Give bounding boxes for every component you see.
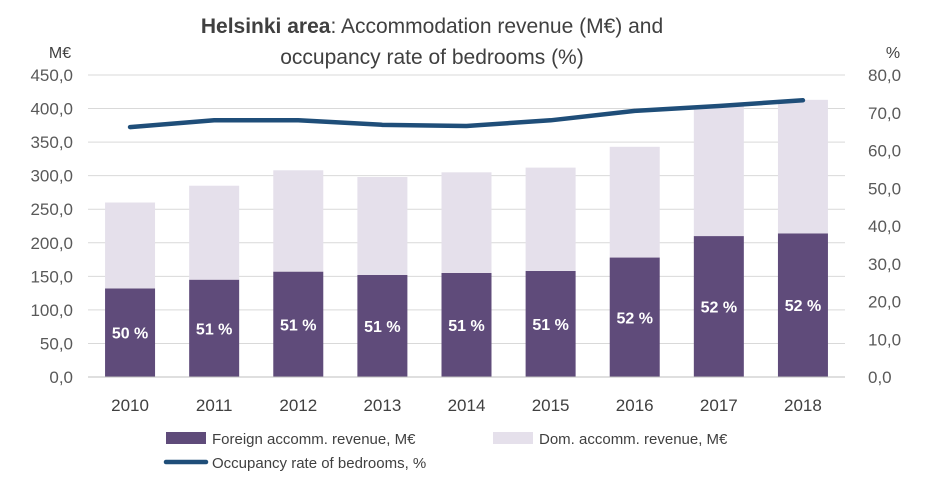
bar-data-label: 51 %	[280, 317, 316, 334]
bar-data-label: 51 %	[448, 318, 484, 335]
left-axis-tick-label: 200,0	[30, 234, 73, 253]
right-axis-tick-label: 80,0	[868, 66, 901, 85]
bar-foreign-revenue	[105, 288, 156, 377]
bar-foreign-revenue	[189, 279, 240, 377]
legend-label-domestic: Dom. accomm. revenue, M€	[539, 431, 728, 448]
right-axis-tick-label: 40,0	[868, 217, 901, 236]
left-axis-unit: M€	[49, 45, 71, 62]
bar-domestic-revenue	[441, 172, 492, 273]
right-axis-tick-label: 20,0	[868, 293, 901, 312]
right-axis-tick-label: 10,0	[868, 330, 901, 349]
bar-domestic-revenue	[609, 146, 660, 258]
bar-foreign-revenue	[273, 271, 324, 377]
left-axis-tick-label: 250,0	[30, 200, 73, 219]
chart-title-bold: Helsinki area	[201, 15, 331, 38]
bar-foreign-revenue	[525, 270, 576, 377]
bar-foreign-revenue	[693, 236, 744, 377]
left-axis-tick-label: 350,0	[30, 133, 73, 152]
bar-foreign-revenue	[357, 274, 408, 377]
bar-foreign-revenue	[609, 257, 660, 377]
left-axis-tick-label: 0,0	[49, 368, 73, 387]
left-axis-tick-label: 50,0	[40, 334, 73, 353]
bars	[105, 99, 828, 377]
x-axis-tick-label: 2011	[196, 396, 233, 415]
x-axis-tick-label: 2010	[111, 396, 149, 415]
x-axis-tick-label: 2013	[363, 396, 401, 415]
bar-domestic-revenue	[189, 185, 240, 280]
x-axis-tick-label: 2012	[279, 396, 317, 415]
right-axis-tick-label: 70,0	[868, 104, 901, 123]
legend: Foreign accomm. revenue, M€ Dom. accomm. …	[163, 431, 728, 472]
bar-data-label: 52 %	[701, 300, 737, 317]
right-axis-tick-label: 50,0	[868, 179, 901, 198]
right-axis-tick-label: 0,0	[868, 368, 892, 387]
x-axis-tick-label: 2017	[700, 396, 738, 415]
left-axis-tick-label: 100,0	[30, 301, 73, 320]
chart-subtitle: occupancy rate of bedrooms (%)	[280, 46, 583, 69]
bar-domestic-revenue	[777, 99, 828, 234]
x-axis-tick-label: 2018	[784, 396, 822, 415]
bar-foreign-revenue	[777, 233, 828, 377]
left-axis-tick-label: 150,0	[30, 267, 73, 286]
bar-data-label: 51 %	[196, 321, 232, 338]
chart-title: Helsinki area: Accommodation revenue (M€…	[201, 15, 663, 38]
bar-domestic-revenue	[273, 170, 324, 272]
bar-data-label: 51 %	[532, 317, 568, 334]
bar-domestic-revenue	[357, 177, 408, 275]
right-axis-tick-label: 30,0	[868, 255, 901, 274]
legend-label-occupancy: Occupancy rate of bedrooms, %	[212, 455, 426, 472]
x-axis-tick-label: 2015	[532, 396, 570, 415]
legend-swatch-foreign	[166, 432, 206, 444]
legend-label-foreign: Foreign accomm. revenue, M€	[212, 431, 416, 448]
bar-foreign-revenue	[441, 272, 492, 377]
legend-swatch-domestic	[493, 432, 533, 444]
bar-domestic-revenue	[693, 105, 744, 237]
bar-data-label: 51 %	[364, 319, 400, 336]
bar-domestic-revenue	[525, 167, 576, 271]
left-axis-tick-label: 450,0	[30, 66, 73, 85]
data-labels: 50 % 51 % 51 % 51 % 51 % 51 % 52 % 52 % 52 %	[112, 298, 821, 343]
axes: 0,0 50,0 100,0 150,0 200,0 250,0 300,0 350,0 400…	[30, 66, 901, 415]
bar-data-label: 52 %	[616, 310, 652, 327]
occupancy-line	[127, 98, 806, 130]
chart-title-rest: : Accommodation revenue (M€) and	[330, 15, 663, 38]
bar-data-label: 50 %	[112, 326, 148, 343]
bar-domestic-revenue	[105, 202, 156, 289]
x-axis-tick-label: 2014	[448, 396, 486, 415]
right-axis-unit: %	[886, 45, 900, 62]
x-axis-tick-label: 2016	[616, 396, 654, 415]
right-axis-tick-label: 60,0	[868, 142, 901, 161]
bar-data-label: 52 %	[785, 298, 821, 315]
occupancy-line-layer	[127, 98, 806, 130]
left-axis-tick-label: 300,0	[30, 167, 73, 186]
left-axis-tick-label: 400,0	[30, 100, 73, 119]
